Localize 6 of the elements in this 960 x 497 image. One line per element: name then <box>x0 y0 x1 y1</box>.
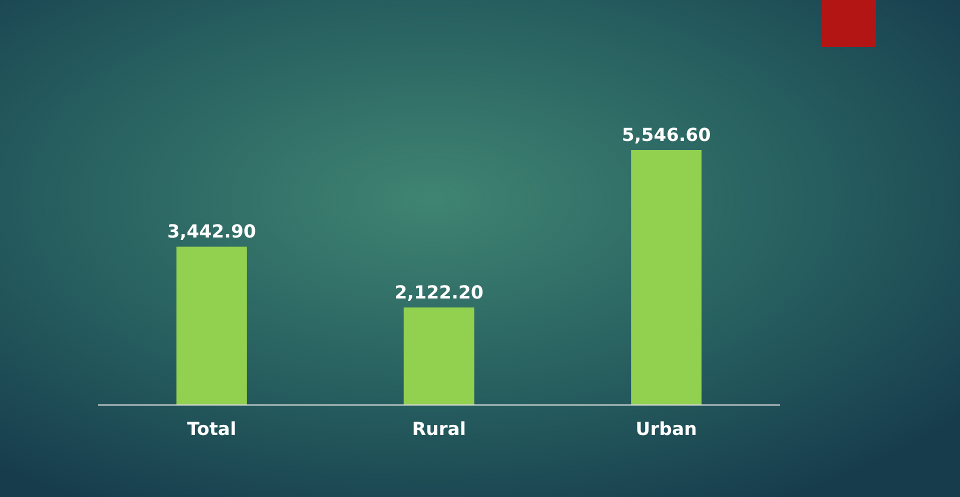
data-label: 5,546.60 <box>622 125 711 146</box>
x-tick-label: Total <box>187 418 236 440</box>
x-tick-label: Rural <box>412 418 466 440</box>
data-label: 3,442.90 <box>167 222 256 243</box>
x-tick-label: Urban <box>636 418 698 440</box>
data-label: 2,122.20 <box>394 282 484 304</box>
